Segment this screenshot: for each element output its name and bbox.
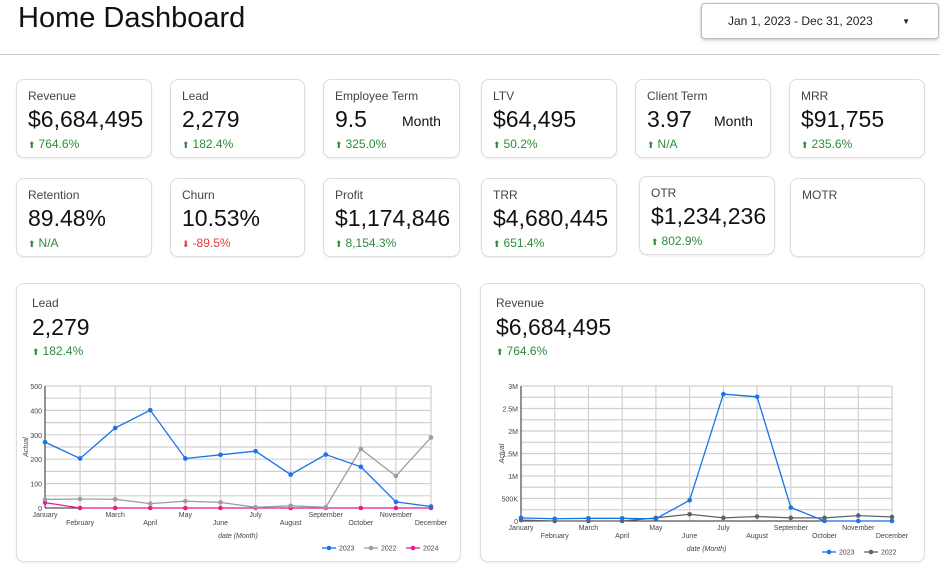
kpi-unit: Month bbox=[714, 113, 753, 129]
kpi-value: $64,495 bbox=[493, 106, 577, 132]
kpi-value: 3.97 bbox=[647, 106, 692, 132]
arrow-up-icon: ⬆ bbox=[335, 239, 343, 249]
chart-value: $6,684,495 bbox=[496, 314, 612, 340]
kpi-card-ltv: LTV $64,495 ⬆ 50.2% bbox=[481, 79, 617, 158]
change-text: 325.0% bbox=[345, 137, 387, 151]
date-range-label: Jan 1, 2023 - Dec 31, 2023 bbox=[728, 14, 873, 28]
arrow-up-icon: ⬆ bbox=[182, 140, 190, 150]
change-text: 651.4% bbox=[503, 236, 545, 250]
kpi-label: Lead bbox=[182, 89, 209, 103]
kpi-value: 89.48% bbox=[28, 205, 107, 231]
change-text: 764.6% bbox=[38, 137, 80, 151]
kpi-change: ⬆ 651.4% bbox=[493, 236, 544, 250]
kpi-card-lead: Lead 2,279 ⬆ 182.4% bbox=[170, 79, 305, 158]
arrow-up-icon: ⬆ bbox=[335, 140, 343, 150]
kpi-label: MOTR bbox=[802, 188, 838, 202]
kpi-card-mrr: MRR $91,755 ⬆ 235.6% bbox=[789, 79, 925, 158]
kpi-value: $1,234,236 bbox=[651, 203, 767, 229]
header-divider bbox=[0, 54, 940, 55]
kpi-change: ⬆ N/A bbox=[647, 137, 678, 151]
kpi-unit: Month bbox=[402, 113, 441, 129]
kpi-card-motr: MOTR bbox=[790, 178, 925, 257]
chart-value: 2,279 bbox=[32, 314, 90, 340]
arrow-up-icon: ⬆ bbox=[493, 140, 501, 150]
kpi-change: ⬆ 182.4% bbox=[182, 137, 233, 151]
kpi-card-profit: Profit $1,174,846 ⬆ 8,154.3% bbox=[323, 178, 460, 257]
kpi-card-client-term: Client Term 3.97 Month ⬆ N/A bbox=[635, 79, 771, 158]
kpi-value: 2,279 bbox=[182, 106, 240, 132]
kpi-value: $6,684,495 bbox=[28, 106, 144, 132]
kpi-change: ⬆ 764.6% bbox=[28, 137, 79, 151]
arrow-up-icon: ⬆ bbox=[32, 347, 40, 357]
change-text: 802.9% bbox=[661, 234, 703, 248]
lead-chart-card: Lead 2,279 ⬆ 182.4% bbox=[16, 283, 461, 562]
arrow-up-icon: ⬆ bbox=[28, 239, 36, 249]
arrow-up-icon: ⬆ bbox=[647, 140, 655, 150]
change-text: N/A bbox=[657, 137, 678, 151]
kpi-card-employee-term: Employee Term 9.5 Month ⬆ 325.0% bbox=[323, 79, 460, 158]
kpi-card-retention: Retention 89.48% ⬆ N/A bbox=[16, 178, 152, 257]
kpi-change: ⬆ N/A bbox=[28, 236, 59, 250]
arrow-up-icon: ⬆ bbox=[801, 140, 809, 150]
kpi-value: $91,755 bbox=[801, 106, 885, 132]
chart-change: ⬆ 182.4% bbox=[32, 344, 83, 358]
arrow-down-icon: ⬇ bbox=[182, 239, 190, 249]
kpi-label: Retention bbox=[28, 188, 80, 202]
dropdown-caret-icon: ▼ bbox=[902, 17, 910, 26]
change-text: 182.4% bbox=[192, 137, 234, 151]
change-text: 764.6% bbox=[506, 344, 548, 358]
kpi-change: ⬇ -89.5% bbox=[182, 236, 231, 250]
kpi-value: 10.53% bbox=[182, 205, 261, 231]
change-text: N/A bbox=[38, 236, 59, 250]
arrow-up-icon: ⬆ bbox=[496, 347, 504, 357]
chart-title: Lead bbox=[32, 296, 59, 310]
change-text: 235.6% bbox=[811, 137, 853, 151]
kpi-card-revenue: Revenue $6,684,495 ⬆ 764.6% bbox=[16, 79, 152, 158]
change-text: 8,154.3% bbox=[345, 236, 397, 250]
page-title: Home Dashboard bbox=[18, 2, 246, 34]
arrow-up-icon: ⬆ bbox=[493, 239, 501, 249]
kpi-change: ⬆ 50.2% bbox=[493, 137, 538, 151]
chart-title: Revenue bbox=[496, 296, 545, 310]
kpi-label: Client Term bbox=[647, 89, 708, 103]
kpi-label: Churn bbox=[182, 188, 215, 202]
kpi-label: Profit bbox=[335, 188, 364, 202]
kpi-label: TRR bbox=[493, 188, 518, 202]
arrow-up-icon: ⬆ bbox=[651, 237, 659, 247]
kpi-label: LTV bbox=[493, 89, 515, 103]
kpi-card-otr: OTR $1,234,236 ⬆ 802.9% bbox=[639, 176, 775, 255]
change-text: 50.2% bbox=[503, 137, 538, 151]
kpi-change: ⬆ 235.6% bbox=[801, 137, 852, 151]
kpi-card-trr: TRR $4,680,445 ⬆ 651.4% bbox=[481, 178, 617, 257]
chart-change: ⬆ 764.6% bbox=[496, 344, 547, 358]
kpi-label: OTR bbox=[651, 186, 677, 200]
change-text: -89.5% bbox=[192, 236, 231, 250]
kpi-change: ⬆ 8,154.3% bbox=[335, 236, 396, 250]
kpi-label: Employee Term bbox=[335, 89, 419, 103]
kpi-value: $1,174,846 bbox=[335, 205, 451, 231]
change-text: 182.4% bbox=[42, 344, 84, 358]
revenue-chart-card: Revenue $6,684,495 ⬆ 764.6% bbox=[480, 283, 925, 562]
kpi-change: ⬆ 802.9% bbox=[651, 234, 702, 248]
kpi-value: $4,680,445 bbox=[493, 205, 609, 231]
date-range-picker[interactable]: Jan 1, 2023 - Dec 31, 2023 ▼ bbox=[701, 3, 939, 39]
kpi-card-churn: Churn 10.53% ⬇ -89.5% bbox=[170, 178, 305, 257]
kpi-value: 9.5 bbox=[335, 106, 367, 132]
kpi-label: Revenue bbox=[28, 89, 77, 103]
arrow-up-icon: ⬆ bbox=[28, 140, 36, 150]
kpi-label: MRR bbox=[801, 89, 829, 103]
kpi-change: ⬆ 325.0% bbox=[335, 137, 386, 151]
